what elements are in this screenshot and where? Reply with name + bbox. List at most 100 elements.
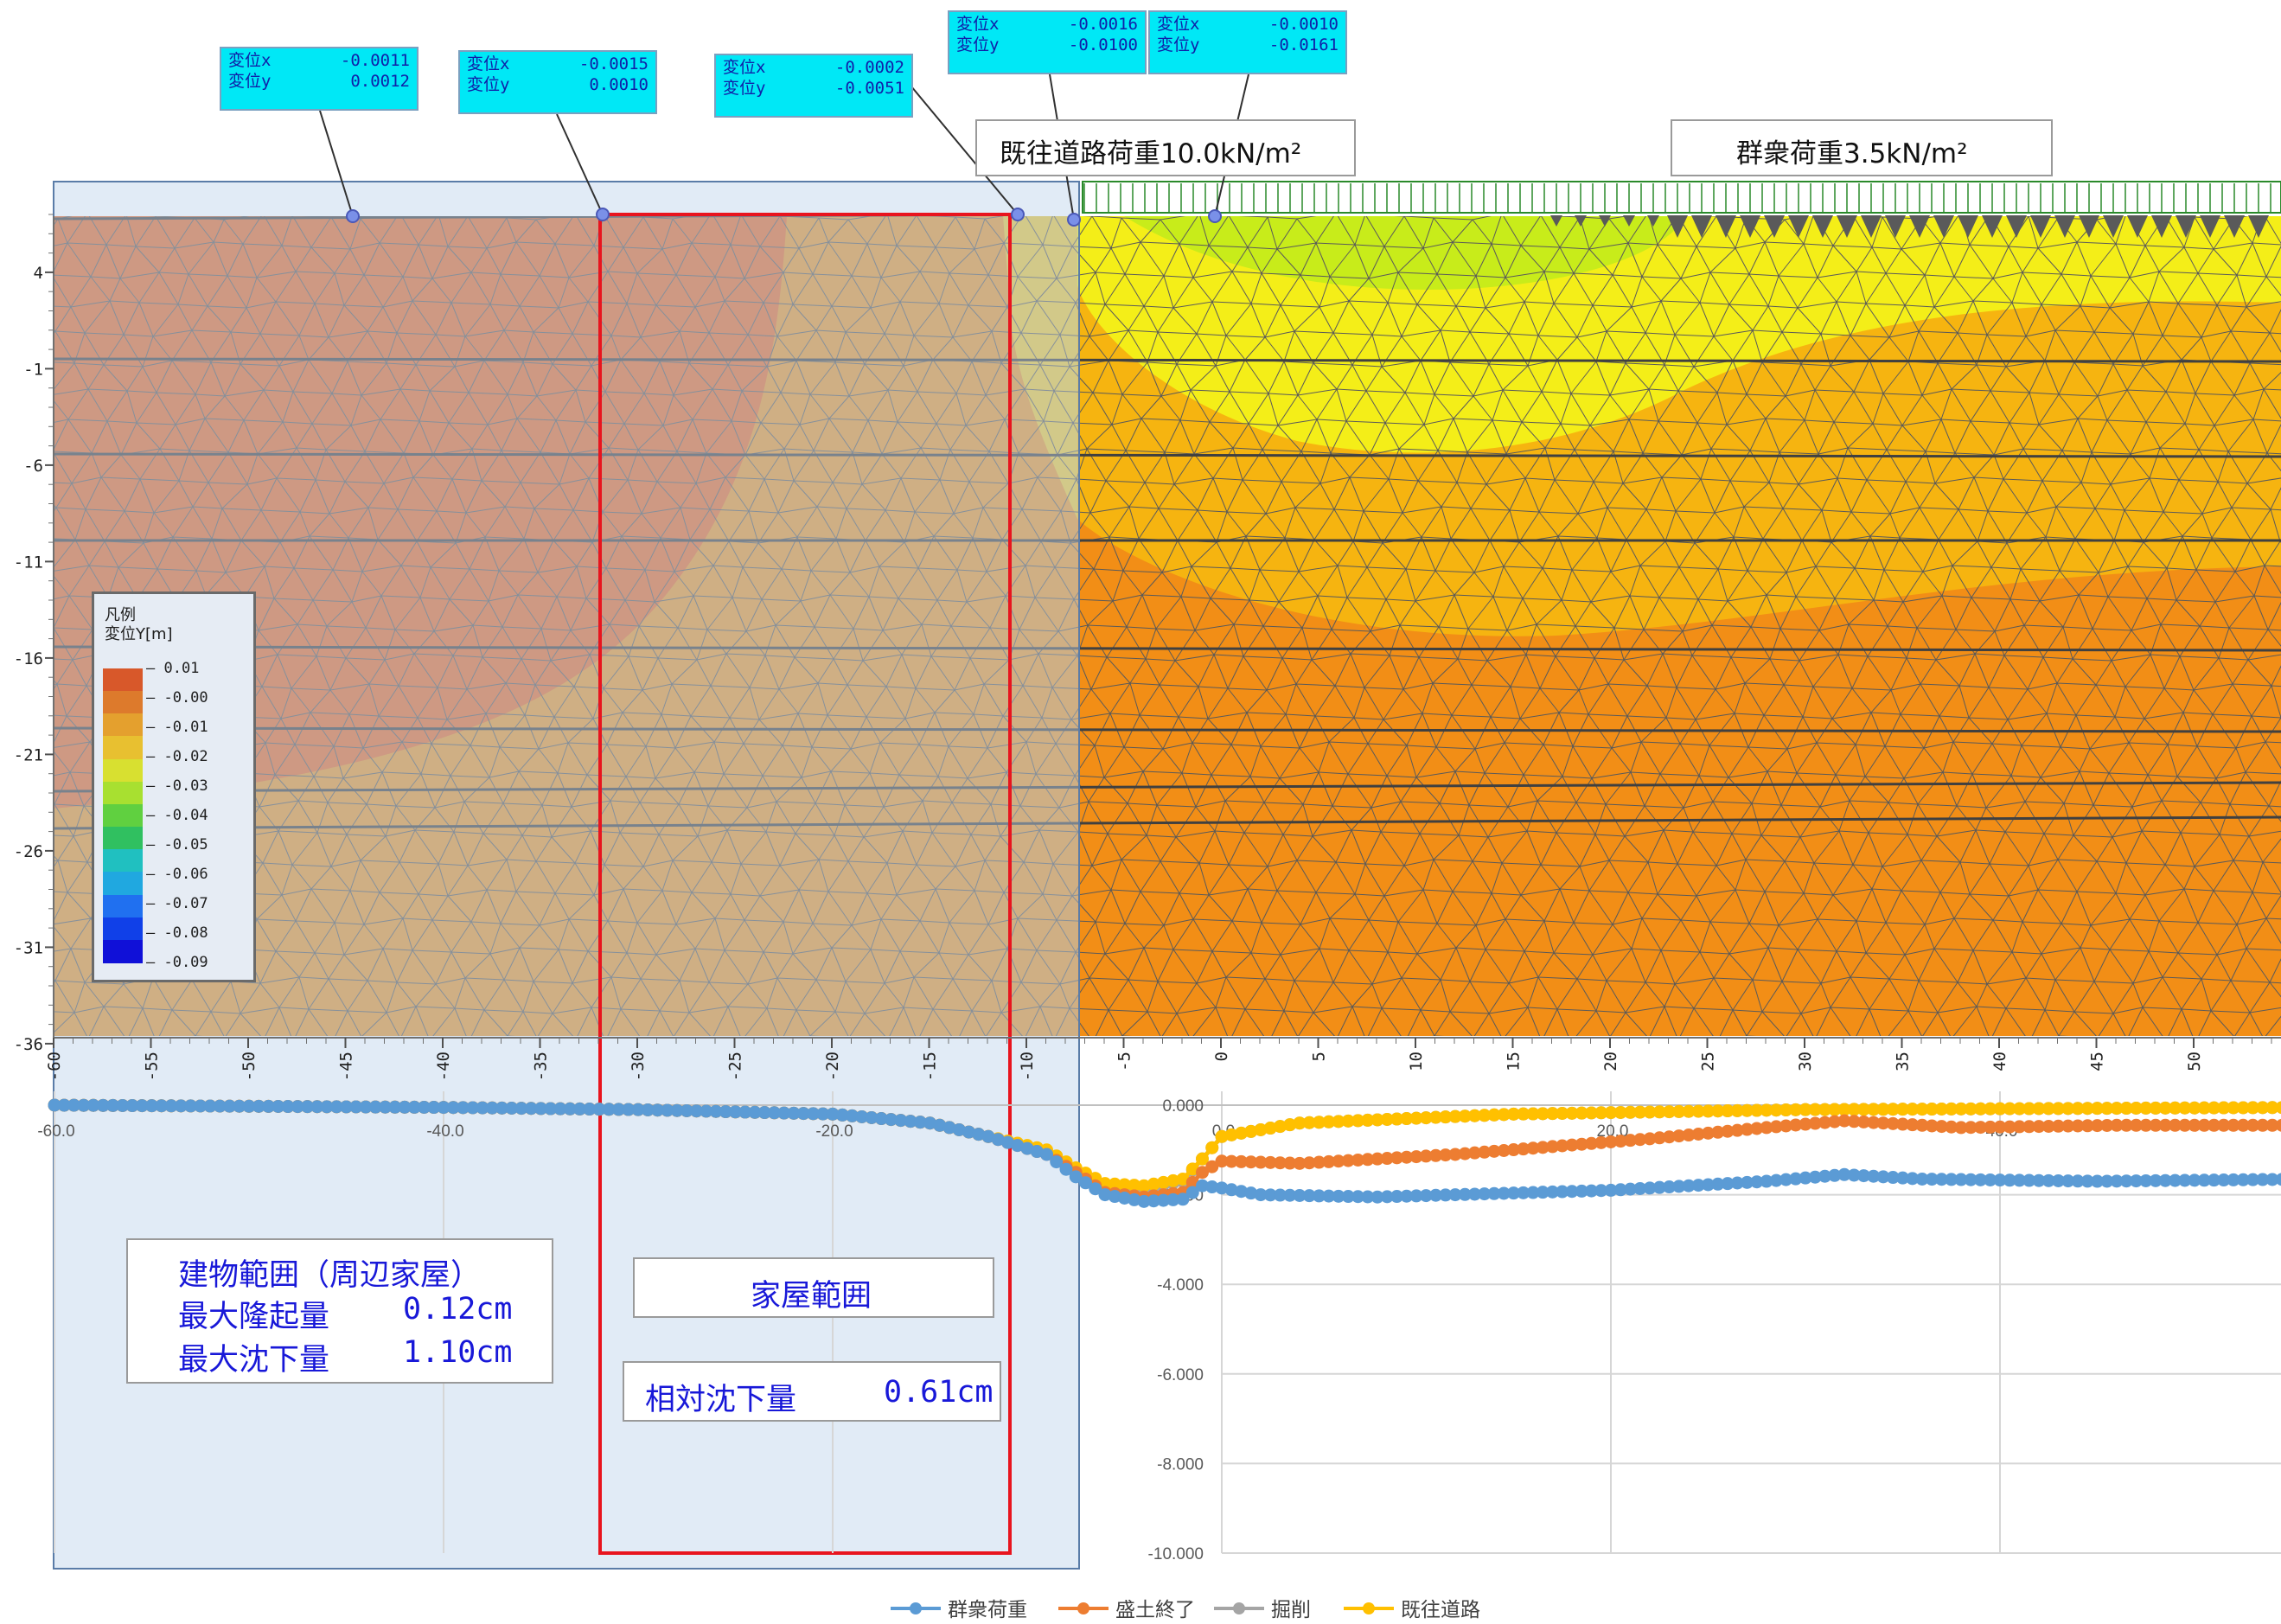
data-point bbox=[164, 1099, 178, 1113]
data-point bbox=[1263, 1155, 1277, 1169]
data-point bbox=[457, 1101, 470, 1115]
data-point bbox=[2091, 1119, 2104, 1133]
data-point bbox=[1235, 1154, 1248, 1168]
callout-y-value: -0.0051 bbox=[834, 79, 904, 98]
x-tick-label: 5 bbox=[1310, 1052, 1329, 1061]
data-point bbox=[1682, 1104, 1696, 1118]
data-point bbox=[2061, 1119, 2075, 1133]
data-point bbox=[1448, 1188, 1462, 1202]
data-point bbox=[1166, 1173, 1180, 1187]
data-point bbox=[437, 1101, 450, 1115]
observation-point bbox=[596, 208, 610, 221]
data-point bbox=[1400, 1150, 1414, 1164]
leader-line bbox=[319, 110, 354, 217]
data-point bbox=[1682, 1128, 1696, 1142]
relative-settlement-label: 相対沈下量 bbox=[645, 1383, 797, 1417]
displacement-callout-5: 変位x -0.0010 変位y -0.0161 bbox=[1148, 10, 1347, 74]
data-point bbox=[1166, 1192, 1180, 1206]
data-point bbox=[1828, 1103, 1842, 1116]
data-point bbox=[904, 1115, 917, 1128]
y-tick-label: -11 bbox=[14, 553, 43, 572]
data-point bbox=[1741, 1122, 1754, 1136]
data-point bbox=[1302, 1116, 1316, 1129]
data-point bbox=[1147, 1194, 1160, 1208]
data-point bbox=[1789, 1103, 1803, 1116]
data-point bbox=[1380, 1152, 1394, 1166]
data-point bbox=[631, 1103, 645, 1116]
data-point bbox=[1799, 1117, 1812, 1131]
observation-point bbox=[346, 209, 360, 223]
data-point bbox=[816, 1107, 830, 1121]
data-point bbox=[2256, 1173, 2270, 1186]
data-point bbox=[524, 1102, 538, 1116]
displacement-contour bbox=[54, 216, 2281, 1036]
data-point bbox=[1643, 1132, 1657, 1146]
callout-x-label: 変位x bbox=[1157, 15, 1200, 34]
data-point bbox=[1274, 1188, 1287, 1202]
displacement-callout-2: 変位x -0.0015 変位y 0.0010 bbox=[458, 50, 657, 114]
data-point bbox=[1633, 1133, 1647, 1147]
data-point bbox=[2139, 1173, 2153, 1187]
y-tick-label: -6 bbox=[23, 457, 43, 476]
data-point bbox=[1400, 1112, 1414, 1126]
data-point bbox=[1925, 1103, 1939, 1116]
data-point bbox=[1847, 1103, 1861, 1116]
data-point bbox=[1517, 1107, 1530, 1121]
data-point bbox=[1458, 1187, 1472, 1201]
data-point bbox=[2041, 1173, 2055, 1187]
legend-swatch bbox=[103, 668, 143, 693]
data-point bbox=[1390, 1112, 1403, 1126]
data-point bbox=[1585, 1106, 1598, 1120]
data-point bbox=[1507, 1186, 1520, 1200]
data-point bbox=[1613, 1105, 1627, 1119]
data-point bbox=[2100, 1118, 2114, 1132]
data-point bbox=[1546, 1140, 1559, 1154]
y-tick-label: -1 bbox=[23, 360, 43, 379]
data-point bbox=[1409, 1150, 1423, 1164]
data-point bbox=[1439, 1110, 1453, 1124]
data-point bbox=[1128, 1179, 1141, 1192]
data-point bbox=[544, 1102, 558, 1116]
data-point bbox=[1837, 1114, 1851, 1128]
data-point bbox=[1974, 1102, 1987, 1116]
data-point bbox=[1925, 1173, 1939, 1186]
data-point bbox=[1409, 1189, 1423, 1203]
data-point bbox=[1702, 1178, 1715, 1192]
data-point bbox=[1313, 1116, 1326, 1129]
data-point bbox=[874, 1112, 888, 1126]
data-point bbox=[1079, 1176, 1092, 1190]
legend-swatch bbox=[103, 872, 143, 896]
data-point bbox=[1341, 1190, 1355, 1204]
data-point bbox=[2178, 1118, 2192, 1132]
data-point bbox=[48, 1098, 61, 1112]
data-point bbox=[1419, 1111, 1433, 1125]
data-point bbox=[2041, 1102, 2055, 1116]
data-point bbox=[738, 1105, 752, 1119]
data-point bbox=[1526, 1107, 1540, 1121]
data-point bbox=[2208, 1101, 2220, 1115]
x-tick-label: -50 bbox=[240, 1052, 259, 1081]
data-point bbox=[1993, 1173, 2007, 1187]
data-point bbox=[2003, 1120, 2016, 1134]
data-point bbox=[1886, 1116, 1900, 1130]
house-range-text: 家屋範囲 bbox=[751, 1279, 872, 1314]
mesh-lines bbox=[54, 216, 2281, 1036]
data-point bbox=[651, 1103, 664, 1117]
leader-line bbox=[910, 86, 1019, 215]
data-point bbox=[1361, 1113, 1375, 1127]
data-point bbox=[418, 1100, 431, 1114]
road-load-text: 既往道路荷重10.0kN/m² bbox=[1000, 138, 1302, 169]
data-point bbox=[1974, 1121, 1987, 1135]
data-point bbox=[1837, 1167, 1851, 1181]
data-point bbox=[1429, 1110, 1442, 1124]
data-point bbox=[1011, 1139, 1025, 1153]
data-point bbox=[700, 1104, 713, 1118]
data-point bbox=[2169, 1118, 2182, 1132]
data-point bbox=[1750, 1175, 1764, 1189]
data-point bbox=[1040, 1148, 1053, 1161]
data-point bbox=[1196, 1152, 1209, 1166]
data-point bbox=[1546, 1107, 1559, 1121]
data-point bbox=[2188, 1173, 2201, 1187]
data-point bbox=[826, 1107, 840, 1121]
data-point bbox=[1497, 1108, 1511, 1122]
